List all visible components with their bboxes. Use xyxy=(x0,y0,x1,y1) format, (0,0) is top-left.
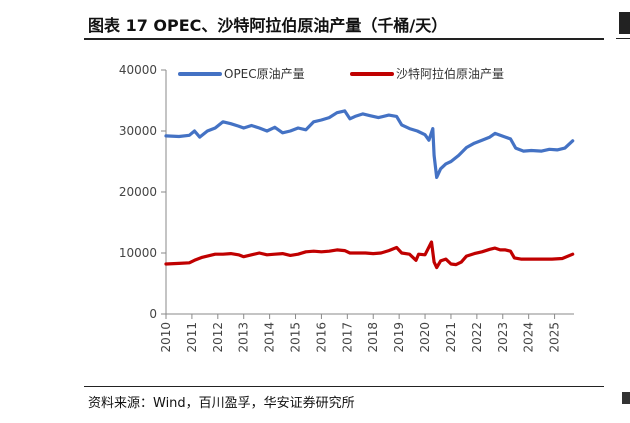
adjacent-column-edge-bottom xyxy=(622,392,630,404)
x-tick-label: 2016 xyxy=(314,322,328,353)
x-tick-label: 2013 xyxy=(237,322,251,353)
chart-legend: OPEC原油产量 沙特阿拉伯原油产量 xyxy=(178,66,504,81)
source-rule xyxy=(84,386,604,387)
adjacent-column-edge xyxy=(619,12,630,34)
x-tick-label: 2014 xyxy=(263,322,277,353)
x-tick-label: 2023 xyxy=(496,322,510,353)
y-tick-label: 10000 xyxy=(119,246,157,260)
y-tick-label: 20000 xyxy=(119,185,157,199)
x-tick-label: 2015 xyxy=(289,322,303,353)
x-tick-label: 2024 xyxy=(522,322,536,353)
figure-title: 图表 17 OPEC、沙特阿拉伯原油产量（千桶/天） xyxy=(88,16,448,35)
legend-label-opec: OPEC原油产量 xyxy=(224,67,305,81)
title-rule xyxy=(84,38,604,40)
figure-source: 资料来源：Wind，百川盈孚，华安证券研究所 xyxy=(88,396,355,411)
legend-label-saudi: 沙特阿拉伯原油产量 xyxy=(396,66,504,81)
x-tick-label: 2012 xyxy=(211,322,225,353)
x-tick-label: 2011 xyxy=(185,322,199,353)
x-tick-label: 2017 xyxy=(340,322,354,353)
chart-series xyxy=(164,109,575,270)
chart-axes: 0 10000 20000 30000 40000 2010 2011 2012 2013 201… xyxy=(119,63,574,353)
y-tick-label: 30000 xyxy=(119,124,157,138)
x-tick-label: 2025 xyxy=(548,322,562,353)
x-tick-label: 2019 xyxy=(392,322,406,353)
y-tick-label: 0 xyxy=(149,307,157,321)
x-tick-label: 2021 xyxy=(444,322,458,353)
x-tick-label: 2022 xyxy=(470,322,484,353)
x-tick-label: 2020 xyxy=(418,322,432,353)
x-tick-label: 2018 xyxy=(366,322,380,353)
opec-production-line xyxy=(164,109,575,179)
adjacent-column-rule xyxy=(616,38,630,39)
saudi-production-line xyxy=(164,240,575,270)
x-tick-label: 2010 xyxy=(159,322,173,353)
y-tick-label: 40000 xyxy=(119,63,157,77)
